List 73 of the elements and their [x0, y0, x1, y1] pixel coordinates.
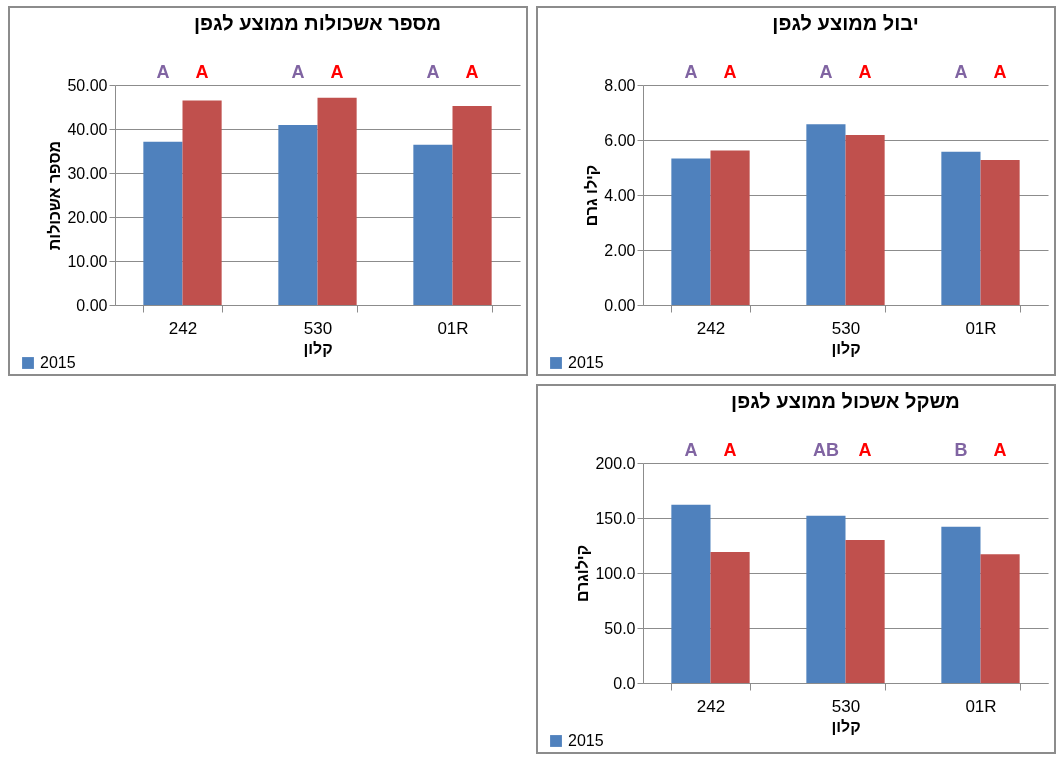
x-axis-title: קלון: [831, 717, 861, 735]
text: A: [195, 62, 209, 82]
bar: [452, 106, 492, 305]
y-tick-label: 200.0: [595, 454, 636, 472]
x-tick-label: 530: [303, 318, 333, 338]
text: A: [330, 62, 344, 82]
bar: [710, 150, 750, 305]
bar: [941, 151, 981, 305]
x-tick-label: 242: [168, 318, 198, 338]
y-tick-label: 0.0: [613, 674, 636, 692]
x-tick-label: 242: [696, 696, 726, 716]
y-tick-label: 150.0: [595, 509, 636, 527]
text: A: [723, 62, 737, 82]
text: A: [465, 62, 479, 82]
x-tick-label: 01R: [437, 318, 469, 338]
bar: [143, 141, 183, 305]
bar: [980, 160, 1020, 305]
x-tick-label: 242: [696, 318, 726, 338]
text: A: [684, 440, 698, 460]
x-tick-label: 530: [831, 318, 861, 338]
y-tick-label: 50.00: [67, 76, 108, 94]
x-tick-label: 530: [831, 696, 861, 716]
y-axis-title: קילו גרם: [583, 164, 601, 227]
chart-title: מספר אשכולות ממוצע לגפן: [193, 12, 442, 34]
y-tick-label: 10.00: [67, 252, 108, 270]
bar: [317, 97, 357, 305]
legend-label: 2015: [568, 732, 604, 749]
y-tick-label: 8.00: [604, 76, 636, 94]
legend-label: 2015: [40, 354, 76, 371]
y-tick-label: 50.0: [604, 619, 636, 637]
y-axis-title: מספר אשכולות: [46, 140, 64, 251]
text: A: [291, 62, 305, 82]
y-tick-label: 2.00: [604, 241, 636, 259]
legend-label: 2015: [568, 354, 604, 371]
bar: [278, 125, 318, 305]
text: A: [993, 62, 1007, 82]
x-tick-label: 01R: [965, 318, 997, 338]
y-tick-label: 100.0: [595, 564, 636, 582]
bar: [182, 100, 222, 305]
text: AB: [812, 440, 839, 460]
bar: [941, 526, 981, 683]
bar: [980, 554, 1020, 683]
text: A: [993, 440, 1007, 460]
bar: [845, 135, 885, 305]
x-axis-title: קלון: [303, 339, 333, 357]
x-axis-title: קלון: [831, 339, 861, 357]
text: A: [858, 440, 872, 460]
chart-title: משקל אשכול ממוצע לגפן: [731, 390, 960, 412]
text: A: [156, 62, 170, 82]
y-tick-label: 4.00: [604, 186, 636, 204]
y-tick-label: 6.00: [604, 131, 636, 149]
text: A: [684, 62, 698, 82]
x-tick-label: 01R: [965, 696, 997, 716]
bar: [671, 158, 711, 305]
text: A: [954, 62, 968, 82]
y-axis-title: קילוגרם: [574, 544, 592, 603]
text: A: [723, 440, 737, 460]
y-tick-label: 0.00: [76, 296, 108, 314]
y-tick-label: 40.00: [67, 120, 108, 138]
bar: [710, 552, 750, 683]
bar: [845, 540, 885, 683]
bar: [413, 144, 453, 305]
text: B: [954, 440, 968, 460]
chart-title: יבול ממוצע לגפן: [772, 12, 919, 34]
y-tick-label: 0.00: [604, 296, 636, 314]
bar: [806, 515, 846, 683]
text: A: [426, 62, 440, 82]
text: A: [819, 62, 833, 82]
bar: [806, 124, 846, 305]
bar: [671, 504, 711, 683]
text: A: [858, 62, 872, 82]
y-tick-label: 20.00: [67, 208, 108, 226]
y-tick-label: 30.00: [67, 164, 108, 182]
